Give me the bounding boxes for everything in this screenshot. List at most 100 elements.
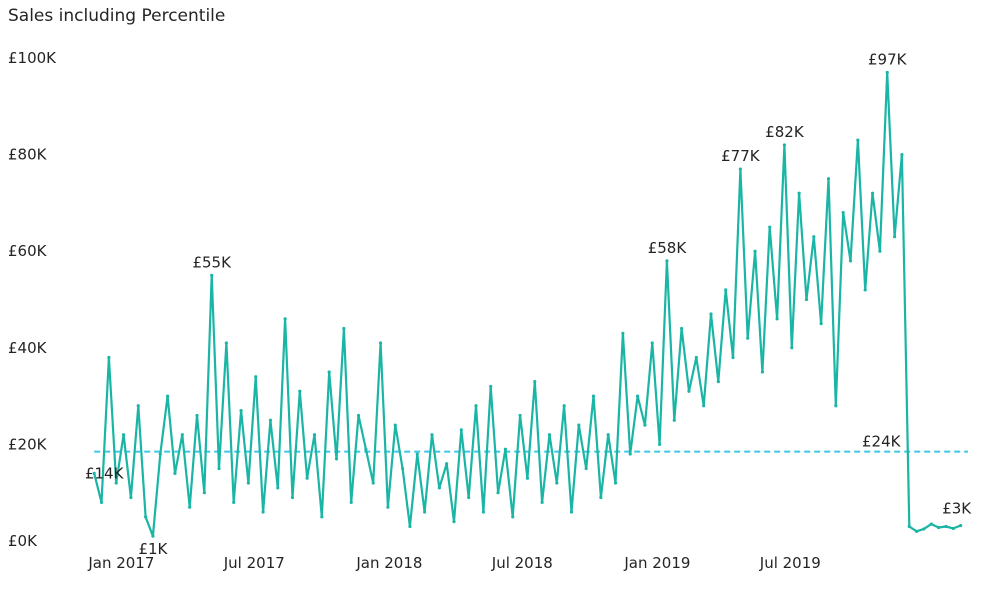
data-point: [944, 524, 948, 529]
data-point: [907, 524, 911, 529]
data-point: [511, 515, 515, 519]
x-tick-label: Jul 2018: [491, 554, 553, 572]
data-point: [797, 191, 801, 195]
data-point: [312, 433, 317, 437]
data-point: [841, 210, 845, 215]
data-point: [870, 191, 875, 195]
data-point: [298, 389, 302, 393]
data-point: [305, 476, 309, 480]
data-point: [180, 433, 184, 437]
data-point: [518, 413, 522, 418]
data-label: £1K: [138, 540, 168, 558]
data-point: [202, 491, 206, 495]
data-point: [503, 447, 508, 451]
data-point: [496, 491, 500, 495]
data-point: [929, 522, 933, 526]
data-label: £14K: [85, 464, 125, 482]
data-point: [290, 495, 295, 500]
data-point: [144, 515, 148, 519]
data-point: [445, 462, 449, 466]
data-point: [401, 466, 405, 471]
data-point: [210, 273, 214, 277]
data-point: [665, 259, 669, 263]
data-point: [848, 259, 853, 263]
data-point: [569, 510, 574, 514]
x-tick-label: Jul 2017: [223, 554, 285, 572]
data-point: [430, 433, 434, 437]
data-point: [937, 525, 941, 530]
data-point: [804, 297, 809, 302]
data-point: [878, 249, 882, 253]
data-point: [533, 380, 537, 384]
data-point: [342, 326, 346, 331]
y-tick-label: £60K: [8, 242, 48, 260]
data-point: [694, 355, 698, 360]
data-point: [217, 466, 221, 471]
data-point: [746, 336, 750, 340]
data-label: £82K: [765, 123, 805, 141]
data-point: [577, 423, 581, 427]
data-point: [327, 370, 331, 374]
y-tick-label: £20K: [8, 435, 48, 453]
data-point: [99, 500, 104, 504]
data-point: [951, 526, 955, 531]
x-tick-label: Jul 2019: [759, 554, 821, 572]
data-point: [356, 413, 361, 418]
data-point: [768, 225, 772, 229]
data-point: [738, 167, 742, 171]
data-point: [915, 529, 919, 533]
data-point: [621, 331, 625, 335]
data-point: [437, 486, 441, 490]
data-point: [254, 375, 258, 379]
data-point: [687, 389, 691, 393]
data-point: [885, 70, 889, 75]
data-point: [628, 452, 632, 456]
data-point: [136, 404, 140, 408]
data-point: [591, 394, 596, 398]
data-point: [261, 510, 265, 514]
data-point: [547, 433, 552, 437]
data-point: [555, 481, 559, 485]
data-point: [349, 500, 353, 504]
data-point: [826, 177, 831, 181]
data-point: [393, 423, 397, 427]
data-label: £58K: [648, 239, 688, 257]
data-point: [584, 466, 588, 471]
percentile-label: £24K: [862, 433, 902, 451]
data-point: [819, 322, 823, 326]
data-point: [364, 447, 368, 451]
data-point: [474, 404, 478, 408]
data-point: [709, 312, 713, 316]
data-point: [239, 408, 243, 413]
sales-series-line: [93, 71, 962, 538]
data-point: [680, 326, 684, 331]
data-point: [158, 452, 162, 456]
data-point: [224, 341, 228, 345]
data-point: [129, 495, 133, 500]
data-point: [834, 404, 838, 408]
data-point: [731, 355, 735, 360]
data-label: £77K: [721, 147, 761, 165]
data-point: [92, 471, 96, 475]
data-point: [276, 486, 280, 490]
data-point: [775, 317, 779, 321]
data-point: [540, 500, 544, 504]
data-point: [195, 413, 199, 418]
data-point: [334, 457, 339, 461]
data-point: [378, 341, 383, 345]
y-tick-label: £40K: [8, 339, 48, 357]
data-point: [151, 534, 155, 538]
x-tick-label: Jan 2018: [355, 554, 422, 572]
data-point: [760, 370, 765, 374]
data-label: £55K: [192, 253, 232, 271]
data-point: [812, 235, 816, 239]
data-point: [782, 143, 787, 147]
data-point: [320, 515, 324, 519]
data-point: [283, 317, 287, 321]
data-point: [452, 520, 456, 524]
y-tick-label: £100K: [8, 49, 57, 67]
data-point: [121, 433, 126, 437]
data-point: [959, 523, 963, 528]
data-point: [599, 495, 603, 500]
